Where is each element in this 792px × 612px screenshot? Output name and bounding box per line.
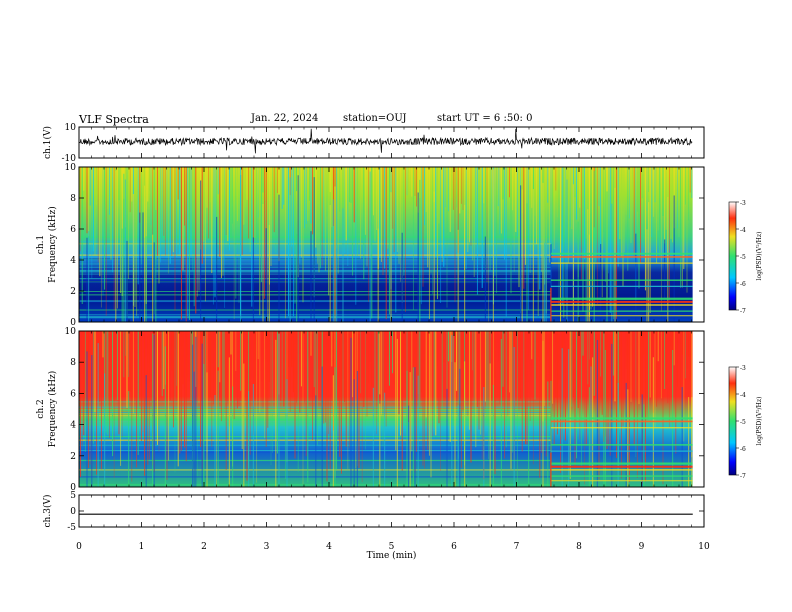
ch2-colorbar-label: log(PSD)(V²/Hz) — [756, 397, 763, 446]
ch2-spectrogram-channel-label: ch.2 — [36, 399, 46, 418]
ch1-colorbar-tick-2: -5 — [740, 254, 746, 261]
xtick-9: 9 — [639, 542, 645, 552]
xtick-2: 2 — [201, 542, 207, 552]
ch2-spectrogram-ytick-0: 0 — [70, 483, 76, 493]
ch2-colorbar-tick-1: -4 — [740, 392, 746, 399]
ch1-spectrogram-ylabel: Frequency (kHz) — [47, 206, 58, 283]
xtick-10: 10 — [698, 542, 710, 552]
ch2-spectrogram-ylabel: Frequency (kHz) — [47, 371, 58, 448]
station-label: station=OUJ — [343, 113, 407, 124]
ch1-waveform-ytick-0: 10 — [65, 123, 77, 133]
ch1-spectrogram-ytick-1: 2 — [70, 287, 76, 297]
ch2-colorbar-tick-4: -7 — [740, 473, 746, 480]
ch1-spectrogram-ytick-2: 4 — [70, 256, 76, 266]
xtick-7: 7 — [514, 542, 520, 552]
ch2-spectrogram-ytick-3: 6 — [70, 389, 76, 399]
xtick-5: 5 — [389, 542, 395, 552]
ch2-colorbar: -3 -4 -5 -6 -7 log(PSD)(V²/Hz) — [728, 365, 763, 480]
ch1-spectrogram-ytick-3: 6 — [70, 225, 76, 235]
ch1-spectrogram-panel: 0 2 4 6 8 10 ch.1 Frequency (kHz) — [36, 163, 705, 328]
ch1-spectrogram-ytick-5: 10 — [65, 163, 77, 173]
date-label: Jan. 22, 2024 — [251, 113, 319, 124]
ch2-spectrogram-ytick-4: 8 — [70, 358, 76, 368]
xtick-8: 8 — [576, 542, 582, 552]
ch2-colorbar-tick-0: -3 — [740, 365, 746, 372]
ch2-spectrogram-panel: 0 2 4 6 8 10 ch.2 Frequency (kHz) — [36, 327, 705, 493]
xtick-3: 3 — [264, 542, 270, 552]
xtick-0: 0 — [76, 542, 82, 552]
ch1-waveform-ytick-1: -10 — [62, 154, 77, 164]
xtick-4: 4 — [326, 542, 332, 552]
chart-title: VLF Spectra — [79, 113, 149, 126]
ch1-colorbar-label: log(PSD)(V²/Hz) — [756, 232, 763, 281]
ch2-colorbar-tick-3: -6 — [740, 446, 746, 453]
ch1-colorbar-tick-3: -6 — [740, 281, 746, 288]
ch3-waveform-ylabel: ch.3(V) — [42, 495, 53, 528]
ch2-spectrogram-ytick-1: 2 — [70, 452, 76, 462]
ch1-spectrogram-ytick-0: 0 — [70, 318, 76, 328]
x-axis-label: Time (min) — [367, 550, 417, 561]
ch2-colorbar-bar — [728, 366, 737, 476]
ch1-waveform-panel: 10 -10 ch.1(V) — [42, 123, 705, 164]
ch1-spectrogram-channel-label: ch.1 — [36, 235, 46, 254]
ch1-waveform-ylabel: ch.1(V) — [42, 126, 53, 159]
ch1-colorbar-tick-0: -3 — [740, 200, 746, 207]
ch1-colorbar-tick-1: -4 — [740, 227, 746, 234]
ch2-colorbar-tick-2: -5 — [740, 419, 746, 426]
start-ut-label: start UT = 6 :50: 0 — [437, 113, 533, 124]
time-axis: 0 1 2 3 4 5 6 7 8 9 10 Time (min) — [76, 542, 710, 561]
ch3-waveform-ytick-1: 0 — [70, 507, 76, 517]
ch1-waveform-trace — [78, 128, 693, 154]
ch1-colorbar-bar — [728, 201, 737, 311]
ch2-spectrogram-ytick-5: 10 — [65, 327, 77, 337]
xtick-6: 6 — [451, 542, 457, 552]
ch3-waveform-ytick-2: -5 — [67, 523, 76, 533]
ch1-spectrogram-ytick-4: 8 — [70, 194, 76, 204]
ch2-spectrogram-ytick-2: 4 — [70, 421, 76, 431]
ch3-waveform-panel: 5 0 -5 ch.3(V) — [42, 491, 705, 533]
xtick-1: 1 — [139, 542, 145, 552]
ch3-waveform-ytick-0: 5 — [70, 491, 76, 501]
ch1-colorbar-tick-4: -7 — [740, 308, 746, 315]
ch1-colorbar: -3 -4 -5 -6 -7 log(PSD)(V²/Hz) — [728, 200, 763, 315]
